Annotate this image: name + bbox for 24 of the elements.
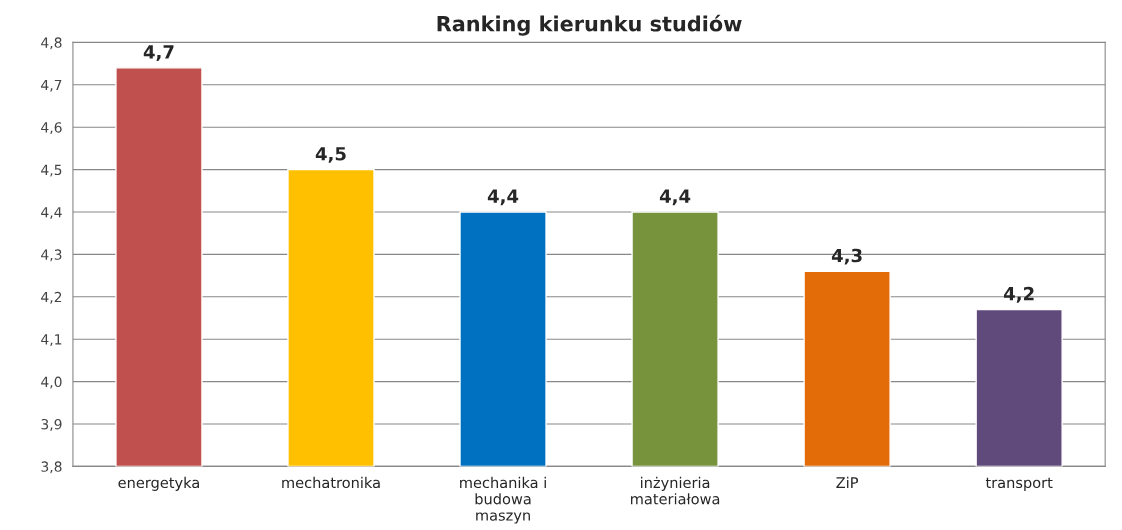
y-tick-label: 4,5 (41, 164, 62, 177)
y-tick-label: 3,9 (41, 418, 62, 431)
x-tick-label: mechanika i budowa maszyn (460, 476, 546, 524)
x-tick-label: ZiP (836, 476, 859, 488)
y-tick-label: 4,6 (41, 122, 62, 135)
y-tick-label: 4,3 (41, 249, 62, 262)
data-label: 4,7 (143, 45, 174, 62)
y-tick-label: 4,7 (41, 79, 62, 92)
x-tick-label: mechatronika (282, 476, 380, 489)
y-tick-label: 4,8 (41, 37, 62, 50)
data-label: 4,3 (831, 248, 862, 265)
y-tick-label: 4,4 (41, 207, 62, 219)
chart-title: Ranking kierunku studiów (437, 14, 742, 36)
y-tick-label: 3,8 (41, 461, 62, 474)
x-tick-label: energetyka (118, 476, 199, 491)
data-label: 4,4 (659, 189, 691, 206)
x-tick-label: transport (985, 477, 1053, 491)
y-tick-label: 4,0 (41, 376, 62, 389)
y-tick-label: 4,1 (41, 334, 62, 347)
data-label: 4,2 (1003, 286, 1034, 303)
data-label: 4,5 (315, 147, 346, 163)
data-label: 4,4 (487, 189, 519, 206)
x-tick-label: inżynieria materiałowa (631, 476, 720, 505)
y-tick-label: 4,2 (41, 291, 62, 304)
